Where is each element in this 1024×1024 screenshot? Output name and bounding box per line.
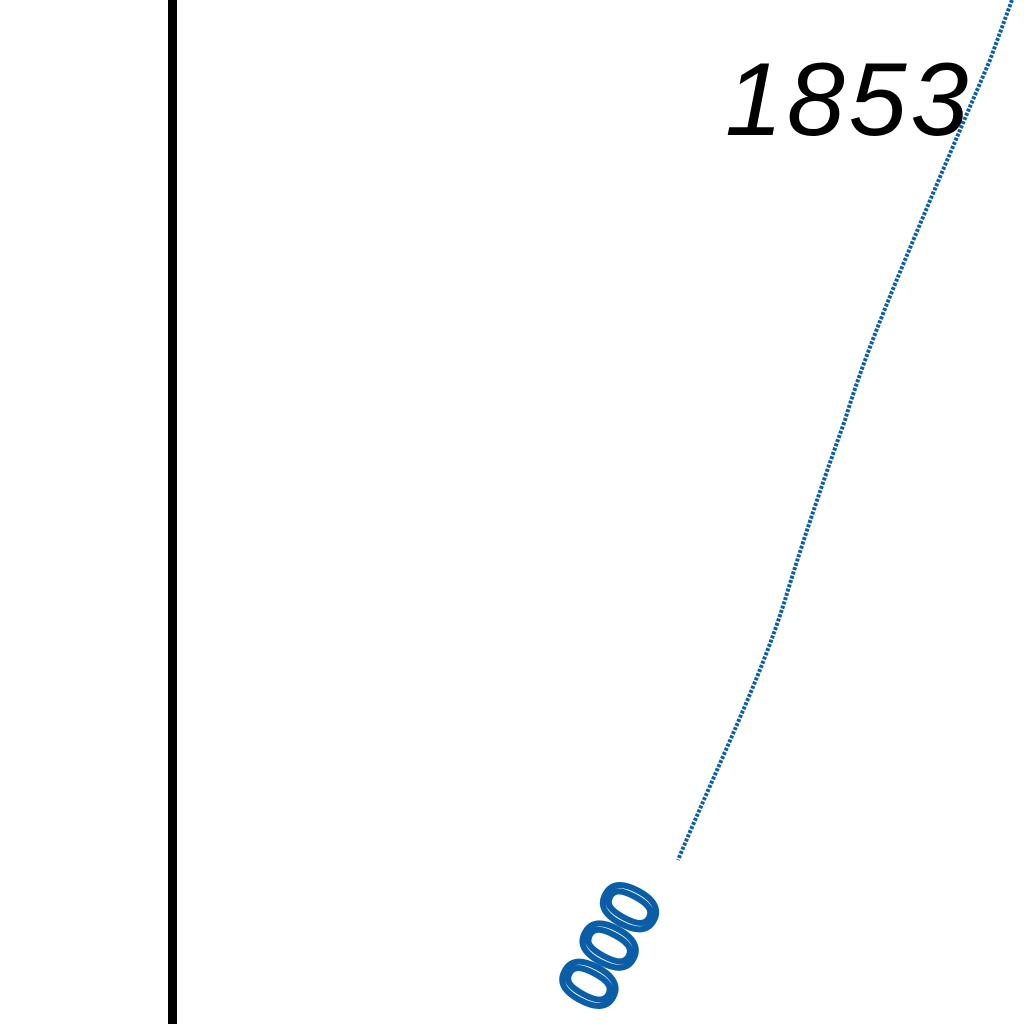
vertical-boundary-line (168, 0, 177, 1024)
year-label: 1853 (725, 42, 972, 158)
contour-value-text: 000 (540, 867, 679, 1023)
contour-value-label: 000 (537, 864, 682, 1024)
contour-line (676, 0, 1014, 861)
